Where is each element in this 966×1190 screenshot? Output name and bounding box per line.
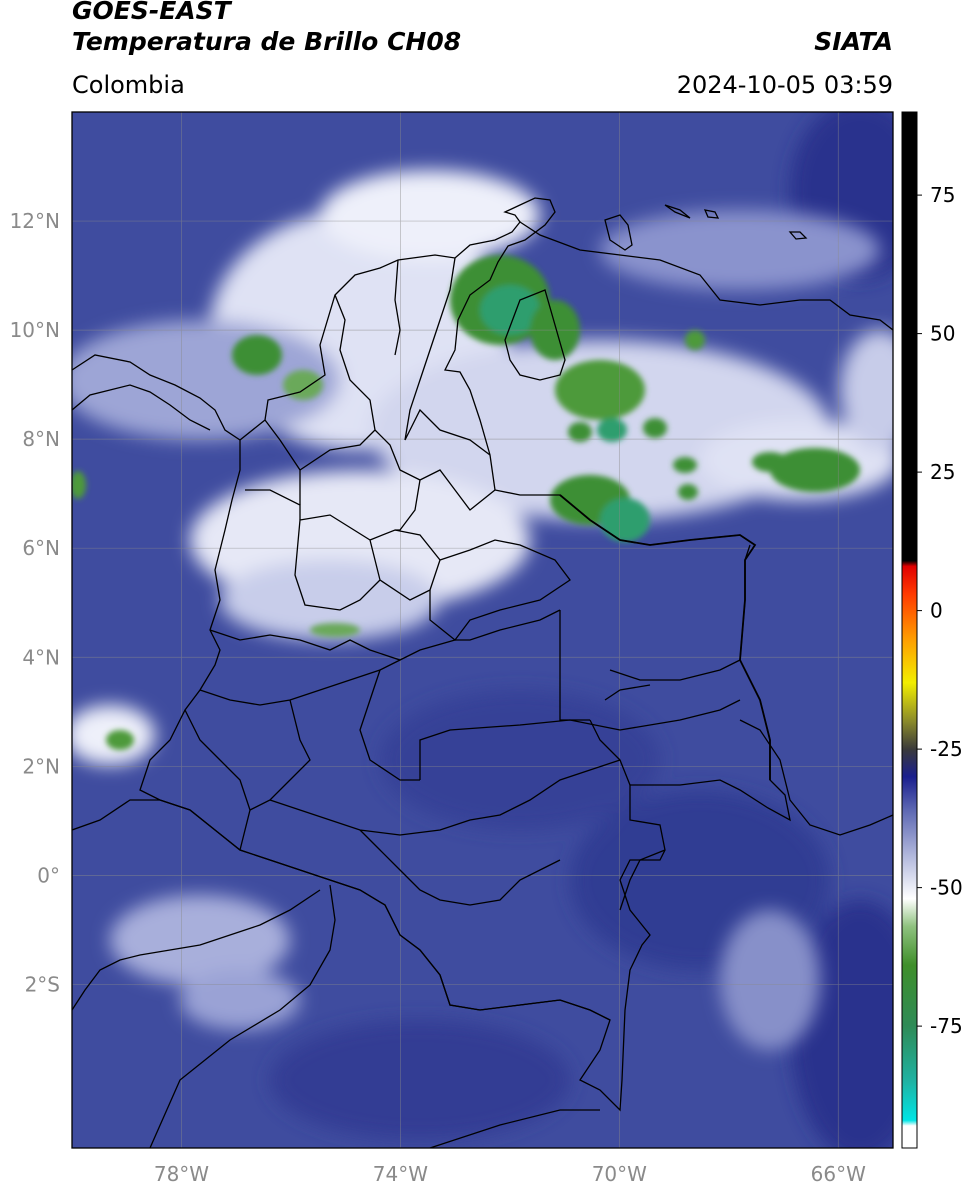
lat-tick-label: 0° (37, 863, 60, 887)
graticule (72, 112, 893, 1148)
lat-tick-label: 10°N (10, 318, 60, 342)
map-frame (71, 111, 894, 1149)
brand-label: SIATA (814, 27, 893, 56)
lat-tick-label: 4°N (22, 645, 60, 669)
lat-tick-label: 2°S (25, 972, 60, 996)
region-label: Colombia (72, 71, 185, 99)
latitude-axis: 12°N 10°N 8°N 6°N 4°N 2°N 0° 2°S (10, 209, 60, 996)
satellite-field (72, 112, 893, 1148)
longitude-axis: 78°W 74°W 70°W 66°W (154, 1162, 866, 1186)
map-subtitle: Temperatura de Brillo CH08 (72, 27, 462, 56)
colorbar-frame (901, 111, 918, 1149)
colorbar-tick-label: -25 (930, 737, 963, 761)
lon-tick-label: 66°W (811, 1162, 866, 1186)
colorbar-tick-label: 75 (930, 183, 955, 207)
lon-tick-label: 74°W (373, 1162, 428, 1186)
lat-tick-label: 8°N (22, 427, 60, 451)
lon-tick-label: 78°W (154, 1162, 209, 1186)
colorbar-tick-label: -50 (930, 876, 963, 900)
map-title: GOES-EAST (72, 0, 231, 25)
lat-tick-label: 2°N (22, 754, 60, 778)
timestamp-label: 2024-10-05 03:59 (676, 71, 893, 99)
colorbar-tick-label: -75 (930, 1014, 963, 1038)
lat-tick-label: 6°N (22, 536, 60, 560)
colorbar-gradient (902, 112, 917, 1148)
lat-tick-label: 12°N (10, 209, 60, 233)
lon-tick-label: 70°W (592, 1162, 647, 1186)
colorbar: 75 50 25 0 -25 -50 -75 (901, 111, 963, 1149)
colorbar-tick-label: 25 (930, 460, 955, 484)
colorbar-tick-label: 0 (930, 599, 943, 623)
political-boundaries (72, 197, 893, 1148)
colorbar-tick-label: 50 (930, 322, 955, 346)
